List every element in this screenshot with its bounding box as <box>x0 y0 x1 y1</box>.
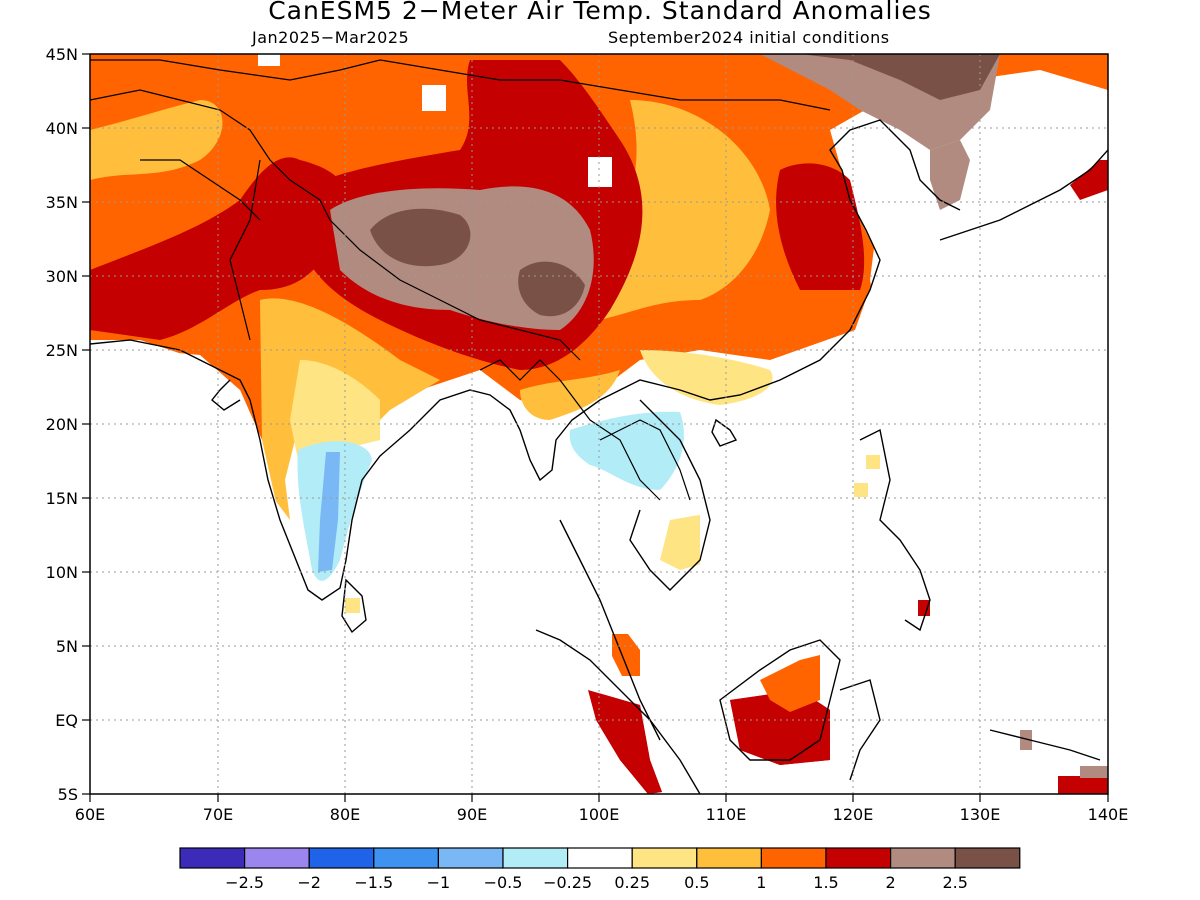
tick-marks <box>82 53 1109 802</box>
anomaly-region-orange-3 <box>612 634 640 676</box>
lat-label: 45N <box>46 45 78 64</box>
lon-label: 110E <box>706 805 747 824</box>
colorbar-label: 1.5 <box>813 873 838 892</box>
lat-label: 20N <box>46 415 78 434</box>
anomaly-region-lightblue-2 <box>569 411 684 490</box>
anomaly-region-lightorange-2 <box>591 100 770 320</box>
lon-label: 90E <box>457 805 487 824</box>
anomaly-region-red-3 <box>776 163 865 290</box>
colorbar-label: 0.5 <box>684 873 709 892</box>
colorbar-label: 2 <box>886 873 896 892</box>
anomaly-region-blue <box>318 452 340 572</box>
south-china-sea <box>700 420 870 680</box>
anomaly-region-yellow-9 <box>854 483 868 497</box>
colorbar-swatch <box>308 847 375 869</box>
colorbar-swatch <box>566 847 633 869</box>
anomaly-region-orange-2 <box>760 655 820 712</box>
colorbar-swatch <box>244 847 310 869</box>
lon-label: 80E <box>330 805 360 824</box>
anomaly-region-lightorange-3 <box>90 100 223 180</box>
lon-labels: 60E 70E 80E 90E 100E 110E 120E 130E 140E <box>75 805 1129 824</box>
colorbar-swatch <box>889 847 956 869</box>
anomaly-region-red-7 <box>918 600 930 616</box>
anomaly-region-darkbrown-3 <box>800 54 1000 100</box>
lat-labels: 45N 40N 35N 30N 25N 20N 15N 10N 5N EQ 5S <box>46 45 78 804</box>
ocean-east <box>860 200 1108 794</box>
anomaly-region-yellow-2 <box>640 350 773 405</box>
colorbar-label: −1.5 <box>354 873 393 892</box>
lat-label: 15N <box>46 489 78 508</box>
arabian-sea <box>90 345 300 650</box>
bay-of-bengal <box>360 400 540 600</box>
anomaly-region-yellow-8 <box>866 455 880 469</box>
initial-conditions: September2024 initial conditions <box>608 28 890 47</box>
colorbar-swatch <box>760 847 827 869</box>
coastlines <box>90 119 1108 794</box>
lat-label: 10N <box>46 563 78 582</box>
anomaly-region-yellow-7 <box>345 598 360 613</box>
missing-cell <box>422 85 446 111</box>
indian-ocean <box>90 640 600 794</box>
colorbar-label: −2 <box>297 873 321 892</box>
missing-cell <box>588 157 612 187</box>
lat-label: 35N <box>46 193 78 212</box>
colorbar-label: 1 <box>756 873 766 892</box>
valid-period: Jan2025−Mar2025 <box>252 28 410 47</box>
anomaly-region-brown-4 <box>1080 766 1108 778</box>
colorbar-label: 2.5 <box>942 873 967 892</box>
anomaly-region-darkbrown-2 <box>518 261 585 317</box>
colorbar-swatch <box>373 847 439 869</box>
lon-label: 70E <box>203 805 233 824</box>
lon-label: 130E <box>960 805 1001 824</box>
lon-label: 120E <box>833 805 874 824</box>
lat-label: 5S <box>58 785 78 804</box>
anomaly-region-red-6 <box>730 690 830 765</box>
colorbar-swatch <box>631 847 698 869</box>
colorbar-swatch <box>502 847 569 869</box>
anomaly-region-darkbrown <box>370 208 471 267</box>
colorbar: −2.5 −2 −1.5 −1 −0.5 −0.25 0.25 0.5 1 1.5 2 2.5 <box>179 847 1021 892</box>
colorbar-label: −1 <box>427 873 451 892</box>
anomaly-region-red-9 <box>588 690 662 794</box>
anomaly-region-red-8 <box>1058 776 1108 794</box>
colorbar-label: −0.5 <box>484 873 523 892</box>
lat-label: 5N <box>56 637 78 656</box>
map-title: CanESM5 2−Meter Air Temp. Standard Anoma… <box>268 0 932 25</box>
lat-label: 40N <box>46 119 78 138</box>
colorbar-swatch <box>179 847 246 869</box>
anomaly-region-red-10 <box>1070 160 1108 200</box>
anomaly-region-red <box>90 157 348 340</box>
colorbar-label: −2.5 <box>225 873 264 892</box>
lat-label: 25N <box>46 341 78 360</box>
gridlines <box>90 54 1108 794</box>
colorbar-swatch <box>696 847 762 869</box>
colorbar-label: −0.25 <box>543 873 592 892</box>
anomaly-region-brown-5 <box>930 140 970 210</box>
country-borders <box>90 59 831 501</box>
colorbar-swatch <box>954 847 1021 869</box>
lat-label: EQ <box>55 711 78 730</box>
colorbar-swatch <box>437 847 504 869</box>
lon-label: 140E <box>1088 805 1129 824</box>
lon-label: 100E <box>579 805 620 824</box>
anomaly-region-lightorange-4 <box>520 370 620 420</box>
missing-cell <box>258 54 280 66</box>
colorbar-label: 0.25 <box>614 873 650 892</box>
lon-label: 60E <box>75 805 105 824</box>
anomaly-region-yellow <box>290 360 380 470</box>
anomaly-region-brown-6 <box>1020 730 1032 750</box>
lat-label: 30N <box>46 267 78 286</box>
colorbar-swatch <box>825 847 892 869</box>
